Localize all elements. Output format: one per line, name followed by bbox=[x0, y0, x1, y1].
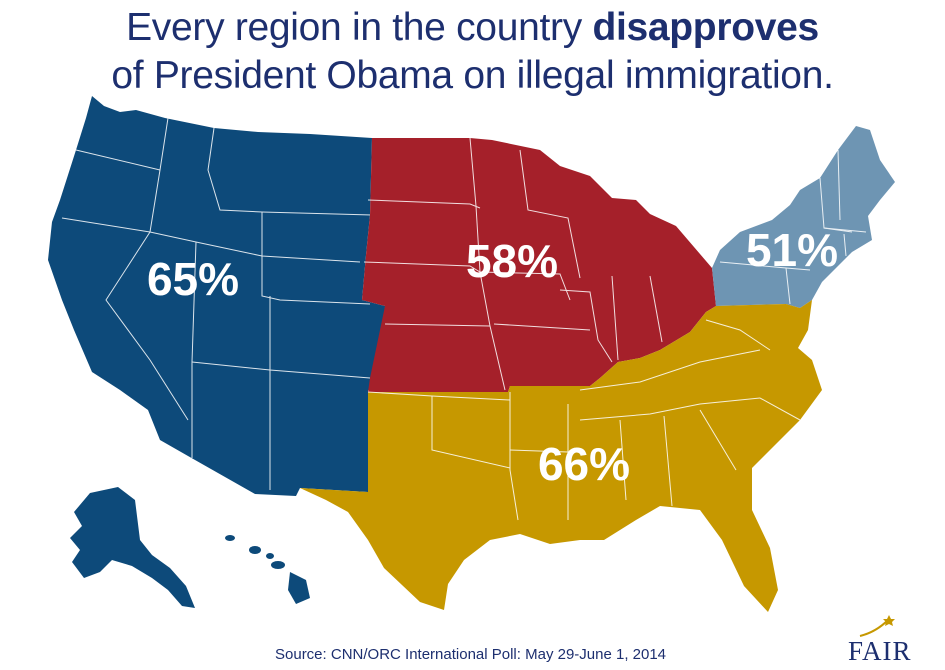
south-state-borders bbox=[367, 319, 801, 521]
region-west bbox=[48, 96, 385, 608]
alaska-shape bbox=[70, 487, 195, 608]
logo-text: FAIR bbox=[848, 636, 912, 666]
region-midwest-shape bbox=[362, 138, 716, 392]
title-line-1: Every region in the country disapproves bbox=[126, 6, 819, 49]
star-swoosh-icon bbox=[859, 615, 895, 637]
midwest-percentage: 58% bbox=[466, 235, 558, 287]
south-percentage: 66% bbox=[538, 438, 630, 490]
title-line-2: of President Obama on illegal immigratio… bbox=[111, 54, 834, 97]
fair-logo: FAIR bbox=[848, 614, 938, 666]
midwest-state-borders bbox=[363, 137, 663, 391]
region-west-shape bbox=[48, 96, 385, 496]
region-northeast bbox=[712, 126, 895, 308]
region-south bbox=[300, 300, 822, 612]
page-title: Every region in the country disapproves … bbox=[0, 4, 945, 100]
title-emphasis: disapproves bbox=[592, 6, 819, 49]
region-south-shape bbox=[300, 300, 822, 612]
west-percentage: 65% bbox=[147, 253, 239, 305]
region-northeast-shape bbox=[712, 126, 895, 308]
west-state-borders bbox=[61, 117, 373, 490]
hawaii-shape bbox=[225, 535, 310, 604]
northeast-percentage: 51% bbox=[746, 224, 838, 276]
region-midwest bbox=[362, 137, 716, 392]
source-citation: Source: CNN/ORC International Poll: May … bbox=[275, 646, 667, 663]
northeast-state-borders bbox=[719, 149, 867, 305]
